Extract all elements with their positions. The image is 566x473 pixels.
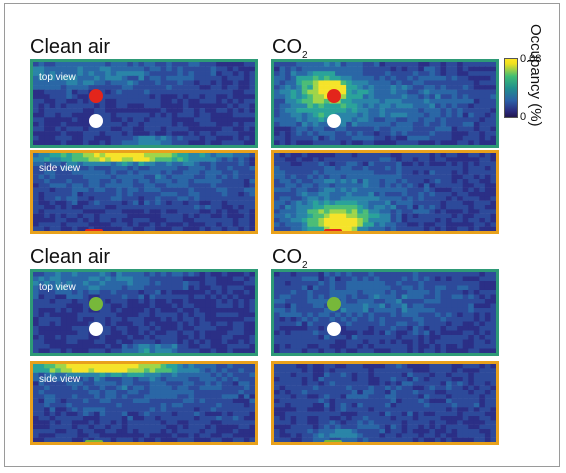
side-view-label: side view bbox=[39, 374, 81, 385]
odor-source-marker bbox=[327, 297, 341, 311]
row1-left-label: Clean air bbox=[30, 36, 111, 58]
row2-clean-air-side-view-heatmap: side view bbox=[30, 361, 258, 445]
top-view-label: top view bbox=[39, 282, 76, 293]
odor-source-bar bbox=[85, 440, 103, 442]
row1-clean-air-side-view-heatmap: side view bbox=[30, 150, 258, 234]
odor-source-bar bbox=[324, 440, 342, 442]
reference-marker bbox=[327, 114, 341, 128]
heatmap-texture bbox=[33, 364, 255, 442]
reference-marker bbox=[89, 114, 103, 128]
colorbar bbox=[504, 58, 518, 118]
row1-co2-side-view-heatmap bbox=[271, 150, 499, 234]
heatmap-texture bbox=[33, 62, 255, 145]
odor-source-bar bbox=[324, 229, 342, 231]
row1-co2-top-view-heatmap bbox=[271, 59, 499, 148]
colorbar-title: Occupancy (%) bbox=[527, 24, 544, 127]
reference-marker bbox=[327, 322, 341, 336]
heatmap-texture bbox=[33, 153, 255, 231]
row2-clean-air-top-view-heatmap: top view bbox=[30, 269, 258, 356]
heatmap-texture bbox=[274, 364, 496, 442]
odor-source-marker bbox=[89, 297, 103, 311]
row2-co2-top-view-heatmap bbox=[271, 269, 499, 356]
row1-clean-air-top-view-heatmap: top view bbox=[30, 59, 258, 148]
heatmap-texture bbox=[274, 272, 496, 353]
heatmap-texture bbox=[274, 153, 496, 231]
odor-source-marker bbox=[89, 89, 103, 103]
row1-right-label: CO2 bbox=[272, 36, 308, 61]
colorbar-max-label: 0.08 bbox=[520, 53, 542, 65]
reference-marker bbox=[89, 322, 103, 336]
row2-right-label: CO2 bbox=[272, 246, 308, 271]
heatmap-texture bbox=[274, 62, 496, 145]
row2-left-label: Clean air bbox=[30, 246, 111, 268]
row2-co2-side-view-heatmap bbox=[271, 361, 499, 445]
odor-source-bar bbox=[85, 229, 103, 231]
heatmap-texture bbox=[33, 272, 255, 353]
colorbar-min-label: 0 bbox=[520, 111, 527, 123]
odor-source-marker bbox=[327, 89, 341, 103]
top-view-label: top view bbox=[39, 72, 76, 83]
side-view-label: side view bbox=[39, 163, 81, 174]
